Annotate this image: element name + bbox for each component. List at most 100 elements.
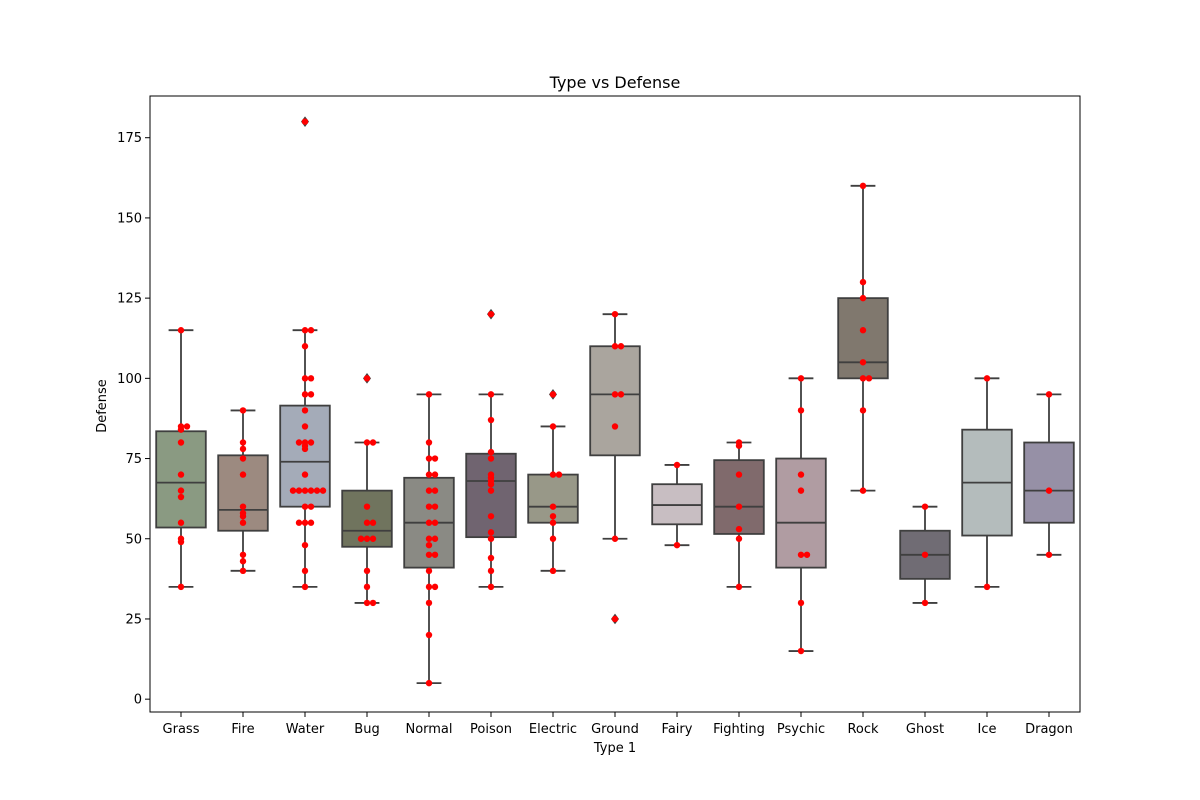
data-point [363,439,371,446]
data-point [301,519,309,526]
data-point [301,583,309,591]
data-point [611,423,619,430]
data-point [859,278,867,286]
y-axis-label: Defense [95,379,110,433]
data-point [487,310,495,318]
data-point [431,583,439,591]
y-tick-label: 175 [117,131,142,146]
data-point [239,445,247,453]
y-tick-label: 75 [125,452,142,467]
y-tick-label: 50 [125,532,142,547]
y-tick-label: 100 [117,372,142,387]
data-point [369,519,377,526]
data-point [921,599,929,607]
data-point [363,519,371,526]
data-point [301,327,309,334]
data-point [859,182,867,190]
data-point [239,439,247,446]
x-tick-label-grass: Grass [163,722,200,737]
x-tick-label-dragon: Dragon [1025,722,1073,737]
data-point [487,455,495,462]
data-point [307,375,315,382]
box-poison [465,452,517,539]
x-axis-label: Type 1 [593,741,636,756]
data-point [177,583,185,591]
data-point [487,513,495,520]
data-point [859,359,867,366]
data-point [369,535,377,542]
data-point [735,471,743,478]
x-tick-label-poison: Poison [470,722,512,737]
data-point [431,487,439,494]
data-point [239,407,247,414]
data-point [183,423,191,430]
data-point [1045,391,1053,398]
box-psychic [775,457,827,569]
data-point [425,535,433,542]
data-point [177,426,185,433]
x-tick-label-bug: Bug [354,722,379,737]
data-point [549,423,557,430]
data-point [363,503,371,510]
data-point [797,551,805,558]
data-point [301,407,309,414]
data-point [611,615,619,623]
data-point [301,423,309,430]
data-point [797,487,805,494]
box-dragon [1023,441,1075,524]
data-point [425,503,433,510]
y-tick-label: 0 [134,693,142,708]
x-tick-label-psychic: Psychic [777,722,825,737]
data-point [425,471,433,478]
x-tick-label-fire: Fire [231,722,254,737]
data-point [859,375,867,382]
data-point [301,567,309,575]
data-point [177,519,185,526]
data-point [487,391,495,398]
data-point [363,583,371,591]
data-point [797,471,805,478]
x-tick-label-rock: Rock [847,722,879,737]
data-point [735,535,743,542]
data-point [735,503,743,510]
data-point [425,391,433,398]
data-point [555,471,563,478]
x-tick-label-normal: Normal [405,722,452,737]
data-point [487,487,495,494]
box-rock [837,297,889,380]
data-point [177,487,185,494]
data-point [301,391,309,398]
data-point [611,535,619,542]
data-point [301,445,309,453]
data-point [319,487,327,494]
x-tick-label-ground: Ground [591,722,639,737]
data-point [803,551,811,558]
data-point [307,327,315,334]
data-point [549,535,557,542]
data-point [431,471,439,478]
x-tick-label-electric: Electric [529,722,577,737]
data-point [487,448,495,456]
data-point [425,455,433,462]
data-point [363,599,371,607]
data-point [431,503,439,510]
data-point [921,551,929,558]
data-point [363,375,371,382]
data-point [549,519,557,526]
data-point [425,541,433,549]
data-point [239,471,247,478]
data-point [177,493,185,501]
data-point [425,599,433,607]
data-point [487,567,495,575]
data-point [177,439,185,446]
box-fighting [713,459,765,535]
data-point [611,343,619,350]
chart-title: Type vs Defense [549,73,681,92]
data-point [307,391,315,398]
data-point [797,647,805,655]
data-point [239,503,247,510]
data-point [425,519,433,526]
data-point [301,541,309,549]
data-point [307,519,315,526]
